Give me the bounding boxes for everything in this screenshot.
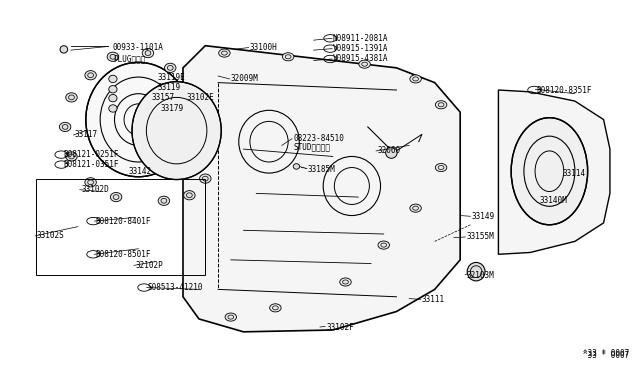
Text: STUDスタッド: STUDスタッド [293,143,330,152]
Ellipse shape [359,60,371,68]
Ellipse shape [107,52,118,61]
Ellipse shape [109,94,117,102]
Text: V08915-1391A: V08915-1391A [333,44,388,53]
Ellipse shape [193,115,205,124]
Text: B08120-8501F: B08120-8501F [96,250,151,259]
Text: 08223-84510: 08223-84510 [293,134,344,142]
Ellipse shape [386,147,397,158]
Text: ^33 * 0007: ^33 * 0007 [583,350,629,359]
Ellipse shape [282,53,294,61]
Polygon shape [183,46,460,332]
Text: 33157: 33157 [151,93,174,102]
Text: 33102E: 33102E [186,93,214,102]
Text: 33155M: 33155M [467,232,494,241]
Text: PLUGプラグ: PLUGプラグ [113,54,145,63]
Ellipse shape [435,101,447,109]
Ellipse shape [158,196,170,205]
Text: 32009M: 32009M [231,74,259,83]
Ellipse shape [164,63,176,73]
Text: B08120-8351F: B08120-8351F [537,86,592,94]
Ellipse shape [109,86,117,93]
Polygon shape [499,90,610,254]
Ellipse shape [66,152,77,161]
Ellipse shape [60,122,71,132]
Text: B08121-0251F: B08121-0251F [64,150,119,159]
Text: 32102P: 32102P [135,261,163,270]
Ellipse shape [410,204,421,212]
Text: 33119: 33119 [157,83,180,92]
Text: 33119E: 33119E [157,73,185,81]
Ellipse shape [109,105,117,112]
Text: 33117: 33117 [75,130,98,139]
Ellipse shape [378,241,390,249]
Text: 33102D: 33102D [81,185,109,194]
Text: 33179: 33179 [161,104,184,113]
Ellipse shape [86,62,191,177]
Ellipse shape [85,178,97,187]
Text: 00933-1101A: 00933-1101A [113,43,164,52]
Ellipse shape [85,71,97,80]
Ellipse shape [203,144,214,154]
Text: B08120-8401F: B08120-8401F [96,217,151,225]
Text: 33149: 33149 [472,212,495,221]
Text: 32060: 32060 [378,147,401,155]
Text: 33140M: 33140M [540,196,568,205]
Ellipse shape [200,174,211,183]
Ellipse shape [60,46,68,53]
Ellipse shape [219,49,230,57]
Text: 33142: 33142 [129,167,152,176]
Ellipse shape [110,192,122,202]
Ellipse shape [109,75,117,83]
Ellipse shape [293,164,300,169]
Ellipse shape [269,304,281,312]
Ellipse shape [340,278,351,286]
Text: 33100H: 33100H [250,43,278,52]
Text: V08915-4381A: V08915-4381A [333,54,388,64]
Text: 33114: 33114 [562,169,585,177]
Ellipse shape [132,82,221,180]
Text: 33185M: 33185M [307,165,335,174]
Ellipse shape [225,313,237,321]
Text: N08911-2081A: N08911-2081A [333,34,388,43]
Ellipse shape [467,262,485,281]
Text: ^33 * 0007: ^33 * 0007 [583,350,629,359]
Text: 33111: 33111 [422,295,445,304]
Ellipse shape [184,87,195,96]
Text: S08513-41210: S08513-41210 [148,283,204,292]
Ellipse shape [435,163,447,171]
Ellipse shape [184,190,195,200]
Text: B08121-0351F: B08121-0351F [64,160,119,169]
Ellipse shape [66,93,77,102]
Text: 32103M: 32103M [467,271,494,280]
Bar [36,179,205,275]
Ellipse shape [511,118,588,225]
Ellipse shape [142,48,154,58]
Ellipse shape [410,75,421,83]
Text: 33102S: 33102S [36,231,64,240]
Text: 33102F: 33102F [326,323,354,331]
